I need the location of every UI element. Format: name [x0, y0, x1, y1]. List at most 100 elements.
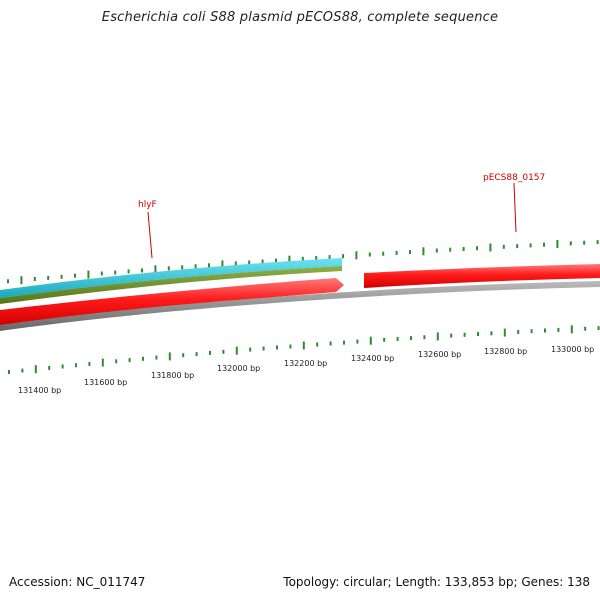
accession-text: Accession: NC_011747 [9, 575, 146, 589]
ruler-label: 132600 bp [418, 350, 461, 359]
minor-tick [395, 250, 398, 255]
minor-tick [343, 340, 345, 345]
map-title: Escherichia coli S88 plasmid pECOS88, co… [101, 10, 499, 25]
major-tick [168, 352, 171, 361]
minor-tick [141, 268, 143, 273]
minor-tick [194, 264, 197, 269]
major-tick [34, 365, 37, 374]
major-tick [503, 328, 506, 337]
minor-tick [383, 337, 386, 342]
major-tick [422, 247, 425, 256]
minor-tick [476, 246, 478, 251]
minor-tick [356, 339, 359, 344]
ruler-label: 132000 bp [217, 364, 260, 373]
minor-tick [543, 242, 545, 247]
minor-tick [544, 328, 546, 333]
minor-tick [276, 345, 278, 350]
minor-tick [88, 361, 91, 366]
minor-tick [410, 336, 412, 341]
minor-tick [316, 342, 319, 347]
minor-tick [100, 271, 103, 276]
minor-tick [128, 358, 131, 363]
misc-feature-track [0, 266, 342, 304]
minor-tick [275, 258, 277, 263]
major-tick [235, 346, 238, 355]
major-tick [87, 270, 90, 279]
gene-label-leader [513, 182, 517, 233]
inner-tick-ring [8, 325, 600, 374]
minor-tick [33, 277, 36, 281]
minor-tick [142, 356, 144, 361]
gene-pECS88_0157-arrow[interactable] [364, 264, 600, 288]
major-tick [101, 358, 104, 367]
minor-tick [423, 335, 426, 340]
major-tick [302, 341, 305, 350]
ruler-label: 131600 bp [84, 378, 127, 387]
minor-tick [463, 332, 466, 337]
minor-tick [21, 368, 24, 373]
minor-tick [262, 346, 265, 351]
minor-tick [597, 326, 600, 331]
minor-tick [569, 241, 572, 246]
ruler-label: 132200 bp [284, 359, 327, 368]
minor-tick [248, 260, 251, 265]
minor-tick [329, 341, 332, 346]
minor-tick [529, 243, 532, 248]
gene-label-text: hlyF [138, 200, 157, 210]
minor-tick [530, 329, 533, 334]
minor-tick [60, 274, 63, 279]
backbone-track [0, 281, 600, 331]
major-tick [489, 243, 492, 252]
ruler-label: 131800 bp [151, 371, 194, 380]
gene-label-leader [147, 211, 153, 259]
major-tick [288, 255, 291, 264]
minor-tick [517, 329, 520, 334]
gene-hlyF-arrow[interactable] [0, 278, 344, 326]
minor-tick [449, 247, 452, 252]
minor-tick [7, 279, 9, 284]
minor-tick [596, 240, 599, 245]
minor-tick [342, 254, 344, 259]
minor-tick [301, 256, 304, 261]
minor-tick [382, 251, 385, 256]
minor-tick [409, 250, 411, 255]
minor-tick [209, 350, 211, 355]
minor-tick [234, 261, 237, 266]
minor-tick [181, 265, 184, 270]
minor-tick [490, 331, 493, 336]
ruler-label: 132800 bp [484, 347, 527, 356]
minor-tick [261, 259, 264, 264]
minor-tick [47, 275, 50, 280]
ruler-label: 132400 bp [351, 354, 394, 363]
ruler-label: 131400 bp [18, 386, 61, 395]
minor-tick [477, 332, 479, 337]
minor-tick [435, 248, 438, 253]
major-tick [355, 251, 358, 260]
minor-tick [8, 370, 10, 374]
minor-tick [583, 240, 586, 245]
minor-tick [61, 364, 64, 369]
minor-tick [75, 363, 77, 368]
minor-tick [396, 336, 399, 341]
ruler-labels: 131400 bp 131600 bp 131800 bp 132000 bp … [18, 345, 594, 395]
gene-label-hlyF[interactable]: hlyF [138, 200, 157, 259]
major-tick [221, 260, 224, 269]
major-tick [154, 265, 157, 274]
minor-tick [222, 349, 225, 354]
topology-summary: Topology: circular; Length: 133,853 bp; … [283, 575, 590, 589]
major-tick [20, 276, 23, 285]
major-tick [369, 336, 372, 345]
minor-tick [315, 255, 318, 260]
minor-tick [502, 244, 505, 249]
ruler-label: 133000 bp [551, 345, 594, 354]
minor-tick [249, 347, 252, 352]
minor-tick [48, 365, 51, 370]
gene-label-pECS88_0157[interactable]: pECS88_0157 [483, 173, 545, 233]
minor-tick [115, 359, 118, 364]
minor-tick [584, 326, 587, 331]
minor-tick [155, 355, 158, 360]
minor-tick [167, 266, 170, 271]
minor-tick [195, 352, 198, 357]
minor-tick [114, 270, 117, 275]
